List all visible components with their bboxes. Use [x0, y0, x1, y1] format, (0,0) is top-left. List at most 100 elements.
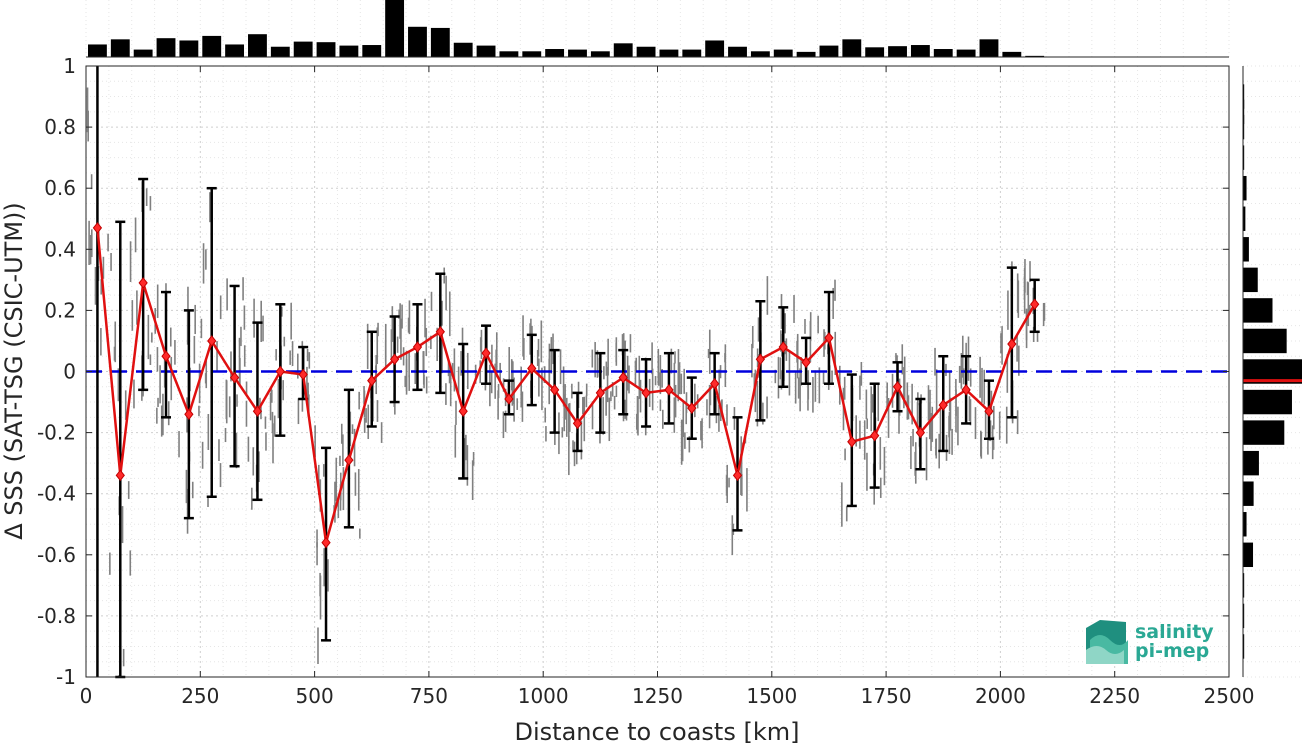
- mean-marker: [801, 356, 811, 369]
- main-plot: 0 250 500 750 1000 1250 1500 1750 2000 2250 2500 1…: [37, 54, 1254, 708]
- right-histogram-bar: [1243, 512, 1247, 537]
- mean-marker: [595, 387, 605, 399]
- mean-marker: [641, 387, 651, 399]
- x-axis-title: Distance to coasts [km]: [515, 718, 800, 745]
- right-histogram-bar: [1243, 206, 1246, 231]
- mean-marker: [367, 374, 377, 387]
- top-histogram-bar: [705, 40, 725, 57]
- top-histogram-bar: [385, 0, 405, 57]
- x-tick-label: 1500: [746, 684, 797, 708]
- top-histogram-bar: [1025, 55, 1045, 57]
- top-histogram-bar: [179, 40, 199, 57]
- x-tick-label: 0: [80, 684, 93, 708]
- y-tick-label: -1: [56, 665, 76, 689]
- right-histogram: [1242, 65, 1302, 678]
- top-histogram-bar: [408, 26, 427, 57]
- logo-line2: pi-mep: [1135, 640, 1209, 662]
- top-histogram-bar: [202, 35, 222, 57]
- logo-line1: salinity: [1135, 621, 1214, 643]
- top-histogram: [85, 0, 1230, 58]
- mean-marker: [687, 402, 697, 414]
- mean-marker: [298, 368, 308, 381]
- x-tick-label: 2500: [1204, 684, 1255, 708]
- right-histogram-bar: [1243, 298, 1273, 323]
- mean-marker: [892, 380, 903, 393]
- mean-marker: [229, 371, 240, 384]
- mean-marker: [755, 353, 766, 366]
- top-histogram-bar: [796, 51, 816, 57]
- x-tick-label: 2250: [1089, 684, 1140, 708]
- mean-marker: [481, 347, 491, 359]
- mean-marker: [824, 332, 834, 344]
- top-histogram-bar: [362, 45, 382, 57]
- mean-marker: [710, 377, 720, 390]
- mean-marker: [161, 350, 171, 363]
- mean-marker: [115, 469, 125, 482]
- top-histogram-bar: [590, 51, 610, 57]
- top-histogram-bar: [568, 49, 587, 57]
- top-histogram-bar: [430, 27, 450, 57]
- mean-markers: [92, 222, 1040, 549]
- top-histogram-bar: [819, 45, 839, 57]
- top-histogram-bar: [682, 49, 702, 57]
- right-histogram-bar: [1243, 573, 1245, 598]
- y-tick-label: 0.2: [44, 298, 76, 322]
- top-histogram-bar: [636, 46, 656, 57]
- top-histogram-bar: [293, 41, 313, 57]
- top-histogram-bar: [773, 49, 793, 57]
- mean-marker: [938, 399, 948, 411]
- mean-marker: [184, 408, 194, 421]
- x-tick-label: 250: [181, 684, 219, 708]
- right-histogram-bar: [1243, 114, 1245, 140]
- salinity-pi-mep-logo: salinity pi-mep: [1086, 620, 1214, 664]
- top-histogram-bar: [453, 42, 473, 57]
- mean-marker: [275, 365, 285, 378]
- top-histogram-bar: [476, 45, 496, 57]
- y-tick-label: 0.6: [44, 176, 76, 200]
- top-histogram-bars: [88, 0, 1045, 57]
- x-axis-ticks: 0 250 500 750 1000 1250 1500 1750 2000 2250 2500: [80, 66, 1255, 708]
- x-tick-label: 500: [296, 684, 334, 708]
- top-histogram-bar: [522, 51, 542, 57]
- top-histogram-bar: [956, 49, 976, 57]
- top-histogram-bar: [499, 51, 519, 57]
- x-tick-label: 1250: [632, 684, 683, 708]
- right-histogram-bar: [1243, 389, 1292, 415]
- top-histogram-bar: [750, 51, 770, 57]
- top-histogram-grid: [85, 0, 1230, 57]
- right-histogram-bar: [1243, 237, 1249, 262]
- mean-marker: [344, 454, 354, 466]
- top-histogram-bar: [156, 38, 176, 57]
- top-histogram-bar: [110, 39, 130, 57]
- right-histogram-bar: [1243, 267, 1258, 293]
- y-tick-label: -0.2: [37, 421, 76, 445]
- mean-marker: [1030, 298, 1040, 311]
- mean-marker: [458, 405, 468, 418]
- mean-marker: [527, 362, 537, 375]
- mean-marker: [92, 222, 103, 234]
- mean-marker: [412, 341, 423, 353]
- top-histogram-bar: [979, 39, 999, 57]
- mean-marker: [138, 277, 148, 289]
- right-histogram-bar: [1243, 145, 1245, 170]
- mean-line: [96, 227, 1036, 543]
- top-histogram-bar: [842, 39, 862, 57]
- mean-marker: [504, 393, 514, 405]
- right-histogram-bar: [1243, 603, 1245, 629]
- top-histogram-bar: [270, 46, 290, 57]
- top-histogram-bar: [910, 45, 930, 57]
- mean-marker: [618, 371, 628, 384]
- x-tick-label: 750: [410, 684, 448, 708]
- y-tick-label: -0.8: [37, 604, 76, 628]
- top-histogram-bar: [133, 49, 153, 57]
- y-tick-label: 1: [63, 54, 76, 78]
- right-histogram-bar: [1243, 175, 1247, 201]
- mean-marker: [664, 384, 674, 396]
- right-histogram-bar: [1243, 481, 1254, 506]
- y-axis-title: Δ SSS (SAT-TSG (CSIC-UTM)): [0, 202, 28, 540]
- top-histogram-bar: [659, 49, 679, 57]
- logo-wave-icon: [1086, 620, 1128, 664]
- y-tick-label: 0: [63, 360, 76, 384]
- x-tick-label: 1000: [518, 684, 569, 708]
